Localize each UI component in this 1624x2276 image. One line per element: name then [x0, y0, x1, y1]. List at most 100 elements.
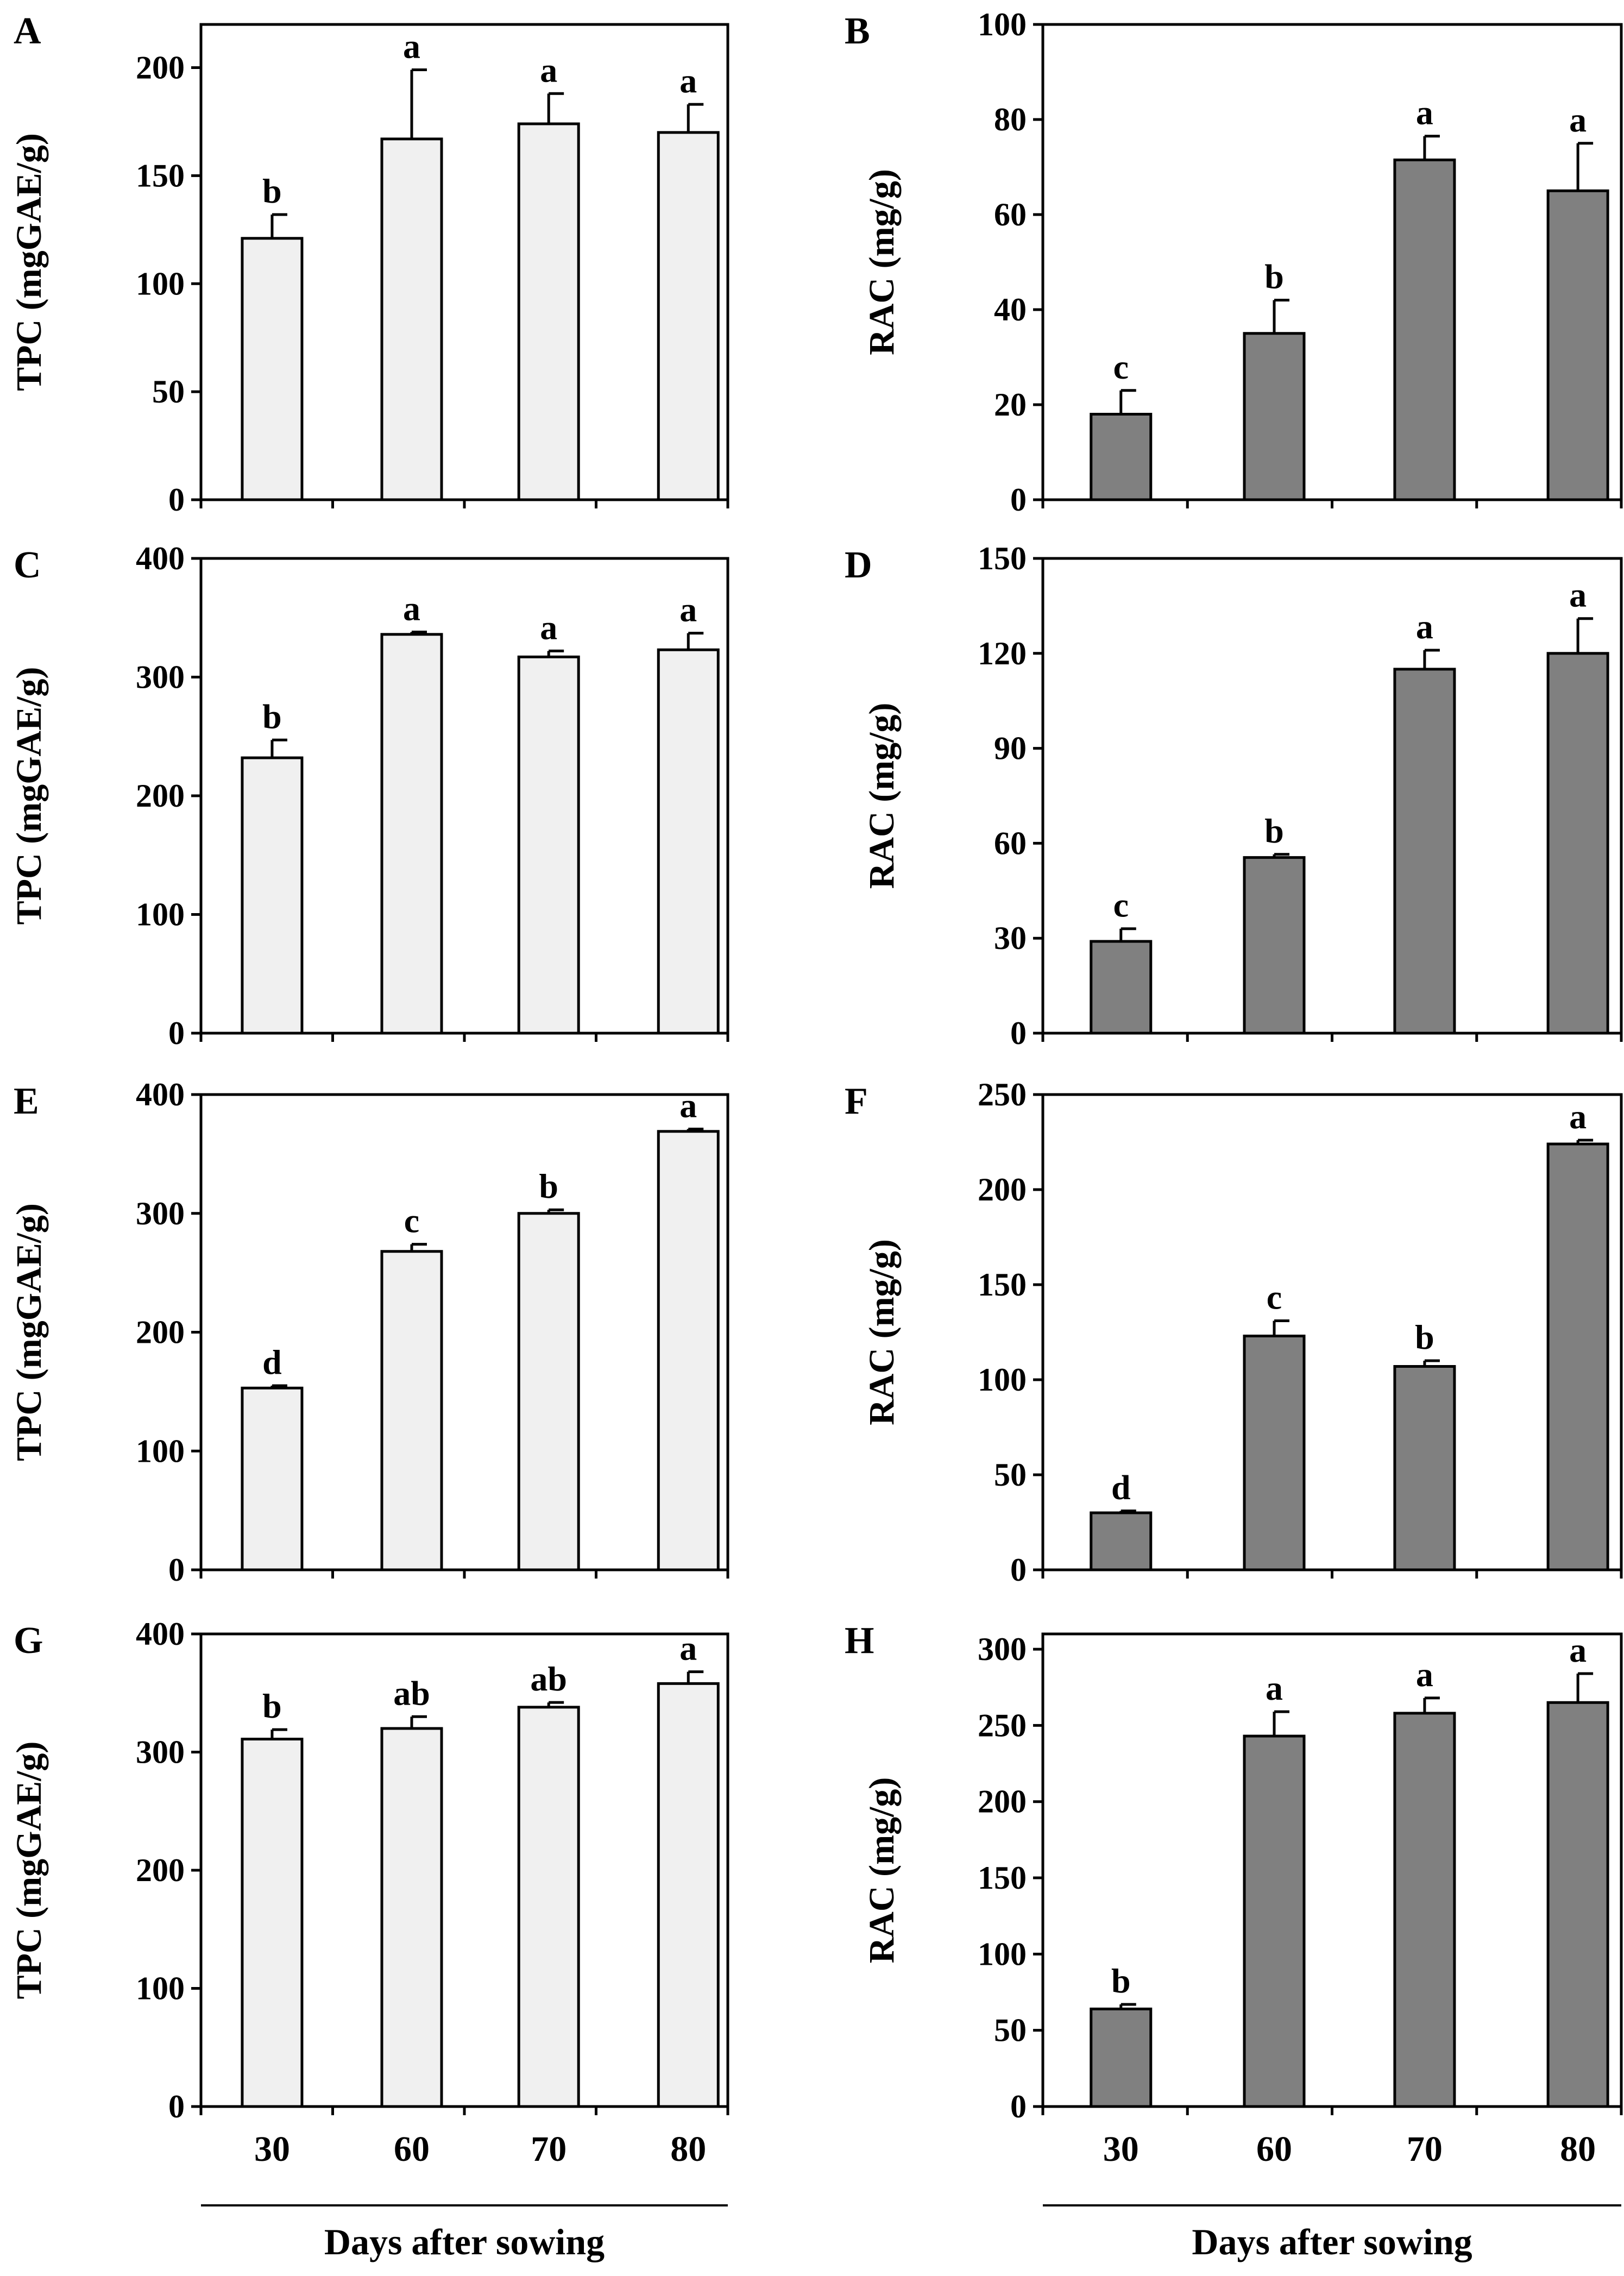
significance-letter: a [540, 608, 557, 646]
y-tick-label: 0 [1010, 1015, 1027, 1051]
y-tick-label: 400 [136, 1077, 185, 1112]
bar [1546, 1142, 1609, 1571]
significance-letter: b [1264, 257, 1284, 296]
y-axis-title: TPC (mgGAE/g) [9, 133, 49, 391]
significance-letter: b [539, 1167, 558, 1205]
significance-letter: a [1416, 1655, 1433, 1694]
panel-label: E [14, 1080, 39, 1122]
bar [517, 1706, 580, 2108]
y-tick-label: 100 [136, 1433, 185, 1469]
y-tick-label: 100 [978, 7, 1027, 42]
bar [1393, 158, 1456, 501]
panel-label: C [14, 544, 41, 586]
significance-letter: ab [530, 1659, 567, 1698]
y-tick-label: 50 [994, 1457, 1027, 1493]
y-tick-label: 100 [136, 897, 185, 933]
bar [1243, 1335, 1306, 1571]
panel-a: 0 50 100 150 200 A TPC (mgGAE/g) b a a a [9, 10, 729, 518]
x-tick-label: 60 [394, 2129, 430, 2169]
significance-letter: ab [393, 1674, 430, 1712]
y-tick-label: 30 [994, 920, 1027, 956]
y-axis-title: RAC (mg/g) [862, 1777, 902, 1964]
y-tick-label: 60 [994, 197, 1027, 232]
y-axis-title: TPC (mgGAE/g) [9, 1741, 49, 2000]
x-axis-title: Days after sowing [1192, 2221, 1472, 2262]
y-axis-title: TPC (mgGAE/g) [9, 667, 49, 925]
panel-label: H [845, 1620, 874, 1662]
y-tick-label: 50 [152, 374, 185, 410]
y-tick-label: 200 [136, 50, 185, 86]
bar [1090, 2007, 1153, 2108]
y-tick-label: 100 [136, 1971, 185, 2007]
y-tick-label: 90 [994, 731, 1027, 766]
x-tick-label: 30 [1103, 2129, 1139, 2169]
significance-letter: a [540, 51, 557, 89]
significance-letter: b [262, 1687, 282, 1725]
y-tick-label: 0 [168, 1015, 185, 1051]
significance-letter: a [403, 27, 420, 66]
x-tick-label: 70 [531, 2129, 566, 2169]
x-tick-label: 80 [670, 2129, 706, 2169]
bar [1243, 332, 1306, 501]
significance-letter: a [1266, 1669, 1283, 1707]
y-tick-label: 200 [136, 1852, 185, 1888]
y-tick-label: 200 [136, 1315, 185, 1350]
bar [1546, 189, 1609, 501]
bar [657, 1130, 720, 1571]
panel-f: 0 50 100 150 200 250 F RAC (mg/g) d c b a [845, 1077, 1623, 1588]
significance-letter: b [262, 172, 282, 210]
bar [517, 122, 580, 501]
panel-g: 0 100 200 300 400 G TPC (mgGAE/g) b ab ab a 30 60 70 8… [9, 1616, 729, 2262]
y-tick-label: 300 [136, 659, 185, 695]
bar [241, 237, 304, 501]
significance-letter: a [1569, 100, 1587, 139]
significance-letter: c [1113, 886, 1129, 925]
y-tick-label: 150 [136, 158, 185, 193]
y-axis-title: TPC (mgGAE/g) [9, 1203, 49, 1461]
bar [1243, 856, 1306, 1035]
significance-letter: a [679, 590, 697, 629]
y-tick-label: 150 [978, 1860, 1027, 1896]
bar [1090, 940, 1153, 1035]
y-tick-label: 200 [136, 778, 185, 814]
y-tick-label: 250 [978, 1707, 1027, 1743]
y-axis-title: RAC (mg/g) [862, 703, 902, 889]
y-tick-label: 40 [994, 292, 1027, 328]
y-tick-label: 0 [1010, 2089, 1027, 2124]
bar [1393, 1365, 1456, 1571]
y-tick-label: 120 [978, 636, 1027, 671]
panel-label: B [845, 10, 870, 52]
panel-b: 0 20 40 60 80 100 B RAC (mg/g) c b a a [845, 7, 1623, 518]
y-tick-label: 150 [978, 540, 1027, 576]
y-tick-label: 0 [1010, 482, 1027, 518]
bar [517, 1212, 580, 1571]
significance-letter: b [262, 697, 282, 735]
significance-letter: a [679, 61, 697, 100]
bar [1393, 1712, 1456, 2108]
y-tick-label: 0 [1010, 1552, 1027, 1588]
significance-letter: c [1267, 1278, 1282, 1317]
significance-letter: a [1569, 576, 1587, 614]
x-tick-label: 30 [254, 2129, 290, 2169]
y-tick-label: 100 [136, 266, 185, 301]
y-tick-label: 80 [994, 102, 1027, 137]
significance-letter: c [404, 1202, 419, 1240]
x-tick-label: 80 [1560, 2129, 1596, 2169]
y-tick-label: 0 [168, 2089, 185, 2124]
y-axis-title: RAC (mg/g) [862, 1239, 902, 1425]
significance-letter: a [679, 1629, 697, 1668]
panel-h: 0 50 100 150 200 250 300 H RAC (mg/g) b a a a 30 60 70 8… [845, 1620, 1623, 2262]
bar [241, 1386, 304, 1571]
bar [380, 137, 443, 501]
x-tick-label: 70 [1407, 2129, 1443, 2169]
bar [657, 1682, 720, 2108]
panel-label: F [845, 1080, 868, 1122]
panel-label: A [14, 10, 41, 52]
bar [1393, 668, 1456, 1035]
x-tick-label: 60 [1256, 2129, 1292, 2169]
significance-letter: a [403, 589, 420, 627]
significance-letter: a [1416, 93, 1433, 132]
bar [1546, 1701, 1609, 2108]
bar [241, 1738, 304, 2108]
